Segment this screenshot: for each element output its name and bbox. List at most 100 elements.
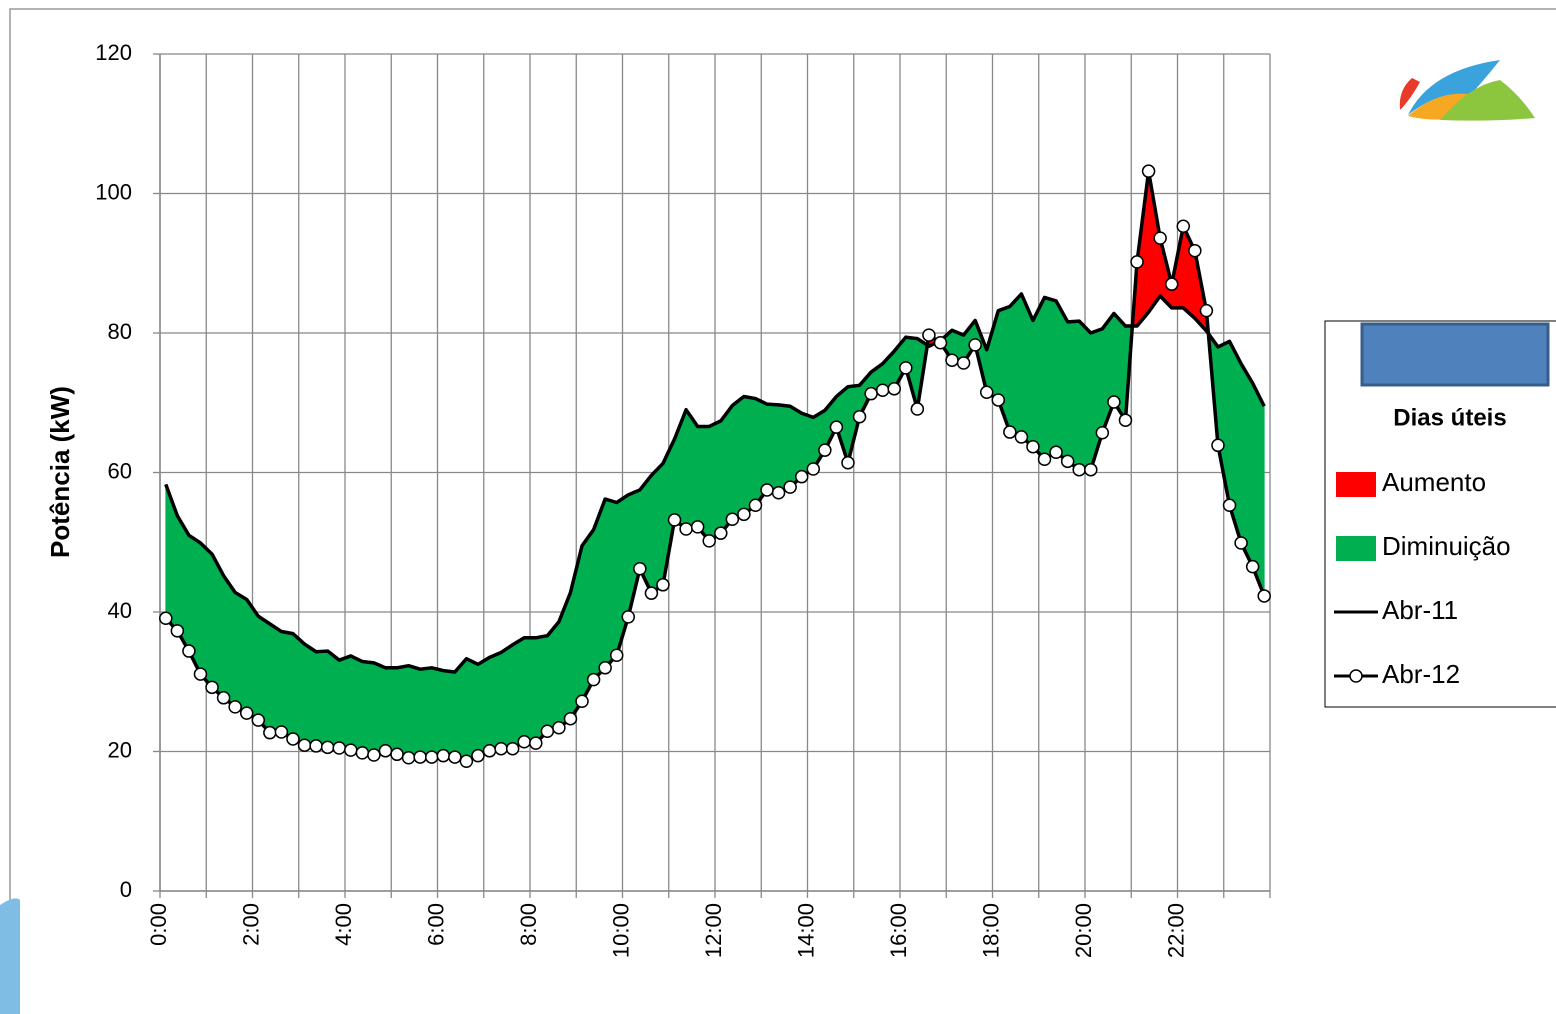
data-point (621, 610, 636, 624)
data-point (667, 513, 682, 527)
data-point (841, 455, 855, 470)
data-point (875, 383, 890, 397)
decrease-area (731, 395, 745, 520)
data-point (1211, 438, 1225, 453)
data-point (494, 741, 508, 756)
data-point (205, 680, 219, 695)
data-point (378, 744, 393, 758)
decrease-area (466, 658, 479, 762)
data-point (182, 644, 196, 658)
data-point (286, 732, 300, 746)
legend-label: Aumento (1382, 467, 1486, 497)
data-point (1153, 231, 1167, 245)
data-point (1060, 454, 1075, 469)
data-point (159, 611, 173, 626)
x-tick-label: 0:00 (146, 903, 171, 946)
x-tick-label: 14:00 (793, 903, 818, 958)
data-point (170, 624, 185, 638)
data-point (1245, 559, 1260, 574)
decrease-area (361, 661, 375, 756)
decrease-area (454, 657, 467, 762)
data-point (436, 748, 451, 763)
decrease-area (338, 655, 352, 751)
data-point (725, 512, 740, 526)
data-point (899, 361, 913, 375)
legend-marker (1349, 669, 1363, 683)
decrease-area (500, 644, 514, 750)
y-tick-label: 20 (108, 737, 132, 762)
data-point (1049, 445, 1063, 460)
data-point (679, 522, 693, 536)
y-tick-label: 100 (95, 179, 132, 204)
decrease-area (442, 670, 456, 758)
data-point (690, 520, 705, 534)
decrease-area (327, 650, 340, 749)
data-point (297, 738, 312, 752)
x-tick-label: 6:00 (423, 903, 448, 946)
legend-title: Dias úteis (1393, 404, 1506, 431)
data-point (1130, 255, 1144, 269)
decrease-area (304, 643, 317, 747)
legend-swatch (1336, 472, 1376, 497)
data-point (309, 739, 323, 753)
data-point (552, 721, 566, 735)
data-point (1257, 589, 1271, 603)
data-point (344, 743, 358, 757)
decrease-area (477, 656, 490, 757)
logo (1399, 60, 1535, 121)
data-point (979, 385, 994, 400)
legend-label: Abr-11 (1382, 595, 1458, 625)
data-point (239, 706, 254, 720)
data-point (794, 469, 809, 484)
data-point (193, 667, 208, 681)
decrease-area (1044, 296, 1057, 460)
legend: Dias úteis Aumento Diminuição Abr-11 Abr-12 (1324, 320, 1556, 708)
data-point (818, 443, 832, 457)
data-point (1037, 452, 1052, 466)
data-point (702, 534, 716, 548)
decrease-area (651, 462, 664, 594)
x-tick-label: 10:00 (608, 903, 633, 958)
decrease-area (269, 623, 282, 734)
decrease-area (1067, 320, 1080, 471)
legend-label: Diminuição (1382, 531, 1511, 561)
x-tick-label: 16:00 (886, 903, 911, 958)
y-tick-label: 120 (95, 40, 132, 65)
decrease-area (281, 631, 294, 740)
data-point (367, 748, 381, 762)
data-point (1003, 425, 1017, 439)
x-tick-label: 20:00 (1071, 903, 1096, 958)
decrease-area (315, 650, 329, 748)
x-tick-label: 18:00 (978, 903, 1003, 958)
y-tick-label: 80 (108, 319, 132, 344)
decrease-area (604, 498, 618, 669)
data-point (1026, 439, 1040, 454)
decrease-area (396, 665, 409, 759)
data-point (633, 562, 647, 576)
data-point (216, 691, 231, 705)
decrease-area (246, 598, 259, 721)
data-point (806, 462, 821, 476)
data-point (563, 711, 578, 726)
data-point (1014, 430, 1029, 444)
decrease-area (778, 404, 791, 494)
data-point (471, 748, 485, 763)
data-point (1084, 462, 1098, 477)
x-tick-label: 4:00 (331, 903, 356, 946)
data-point (737, 507, 751, 522)
data-point (1141, 164, 1156, 178)
y-tick-label: 60 (108, 458, 132, 483)
data-point (1118, 413, 1133, 427)
data-point (575, 694, 589, 709)
data-point (609, 648, 624, 662)
y-tick-label: 40 (108, 598, 132, 623)
data-point (424, 750, 439, 764)
decrease-area (200, 542, 213, 689)
data-point (887, 382, 901, 396)
data-point (910, 402, 925, 416)
x-tick-label: 12:00 (701, 903, 726, 958)
data-point (251, 713, 266, 727)
data-point (263, 725, 277, 740)
data-point (1188, 243, 1202, 258)
